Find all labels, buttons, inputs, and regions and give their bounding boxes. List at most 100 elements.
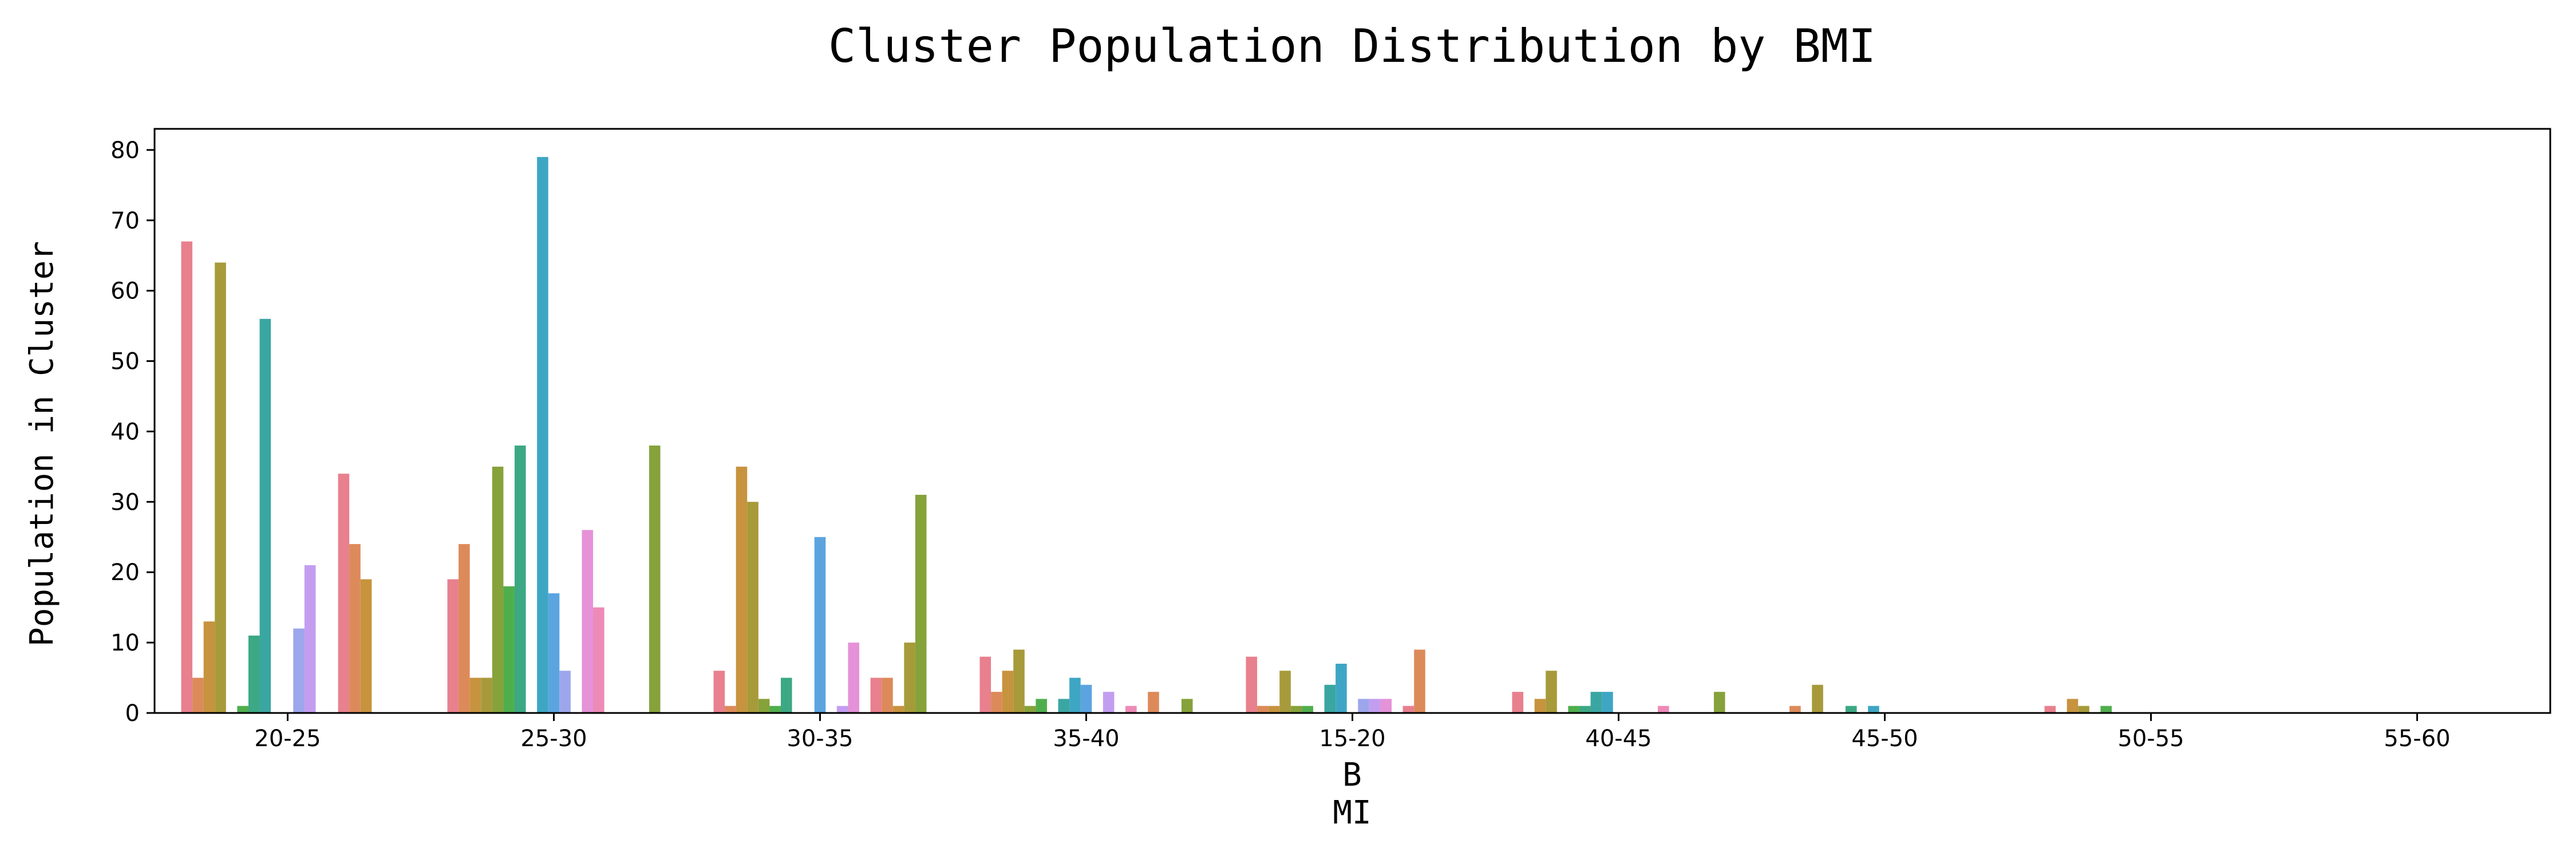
x-tick-label: 45-50 xyxy=(1851,726,1918,752)
bar xyxy=(1181,699,1193,713)
bar xyxy=(1058,699,1070,713)
bar xyxy=(1868,706,1879,713)
bar xyxy=(1568,706,1579,713)
bar xyxy=(1369,699,1381,713)
bar xyxy=(736,466,748,713)
y-tick-label: 40 xyxy=(110,419,140,445)
y-tick-label: 80 xyxy=(110,137,140,164)
bar xyxy=(293,628,305,713)
x-tick-label: 30-35 xyxy=(787,726,853,752)
bar xyxy=(1358,699,1369,713)
bar xyxy=(747,502,758,713)
bar xyxy=(1013,649,1025,713)
bar xyxy=(882,677,893,713)
bar xyxy=(1302,706,1313,713)
bar xyxy=(1579,706,1591,713)
y-tick-label: 10 xyxy=(110,630,140,656)
bar xyxy=(1512,692,1524,713)
bar xyxy=(503,586,515,713)
bar xyxy=(215,262,226,713)
bar xyxy=(1534,699,1546,713)
bar xyxy=(1125,706,1137,713)
bar xyxy=(1103,692,1115,713)
bar xyxy=(649,446,661,713)
bar xyxy=(904,643,915,713)
bars-group xyxy=(181,157,2112,713)
x-tick-label: 35-40 xyxy=(1053,726,1119,752)
bar xyxy=(769,706,781,713)
bar xyxy=(1246,656,1258,713)
x-axis: 20-25 25-30 30-35 35-40 15-20 40-45 45-50 50-55… xyxy=(254,713,2451,752)
bar xyxy=(892,706,904,713)
bar xyxy=(1257,706,1269,713)
bar xyxy=(1414,649,1425,713)
bar xyxy=(248,635,260,713)
x-axis-label-line-1: B xyxy=(1342,756,1362,794)
bar xyxy=(1380,699,1392,713)
bar xyxy=(1024,706,1036,713)
x-tick-label: 50-55 xyxy=(2117,726,2184,752)
bar xyxy=(1036,699,1047,713)
bar xyxy=(2067,699,2079,713)
bar xyxy=(259,318,271,713)
bar xyxy=(2078,706,2089,713)
bar xyxy=(1845,706,1857,713)
bar xyxy=(1658,706,1669,713)
y-tick-label: 50 xyxy=(110,349,140,375)
bar xyxy=(1590,692,1602,713)
bar xyxy=(481,677,492,713)
bar xyxy=(1324,684,1336,713)
bar xyxy=(1080,684,1092,713)
x-tick-label: 15-20 xyxy=(1319,726,1385,752)
bar xyxy=(758,699,770,713)
y-tick-label: 30 xyxy=(110,489,140,515)
bar xyxy=(537,157,548,713)
bar xyxy=(360,579,372,713)
y-axis-label: Population in Cluster xyxy=(23,241,61,647)
bar xyxy=(304,565,316,713)
bar xyxy=(1148,692,1159,713)
bar xyxy=(1336,663,1347,713)
bar xyxy=(338,474,350,713)
bar xyxy=(559,671,571,713)
bar xyxy=(1402,706,1415,713)
bar xyxy=(1602,692,1613,713)
bar xyxy=(713,671,725,713)
bar xyxy=(469,677,481,713)
y-tick-label: 70 xyxy=(110,208,140,234)
bar xyxy=(447,579,459,713)
y-axis: 0 10 20 30 40 50 60 70 80 xyxy=(110,137,155,727)
chart-title: Cluster Population Distribution by BMI xyxy=(828,19,1876,73)
bar xyxy=(1268,706,1280,713)
bar xyxy=(979,656,991,713)
x-tick-label: 25-30 xyxy=(520,726,587,752)
y-tick-label: 20 xyxy=(110,559,140,586)
bar xyxy=(582,530,594,713)
bar xyxy=(991,692,1002,713)
bar xyxy=(514,446,526,713)
bar xyxy=(1279,671,1291,713)
bar xyxy=(814,537,826,713)
plot-frame xyxy=(153,128,2551,714)
bar xyxy=(1812,684,1823,713)
x-tick-label: 55-60 xyxy=(2384,726,2450,752)
x-axis-label-line-2: MI xyxy=(1333,794,1371,832)
y-tick-label: 60 xyxy=(110,278,140,305)
y-tick-label: 0 xyxy=(125,700,140,727)
bar xyxy=(915,495,927,713)
bar xyxy=(1789,706,1801,713)
bar xyxy=(848,643,860,713)
bar xyxy=(2044,706,2056,713)
bar xyxy=(725,706,736,713)
bar xyxy=(181,241,193,713)
bar xyxy=(237,706,248,713)
bar xyxy=(203,621,215,713)
bar xyxy=(593,607,605,713)
bar xyxy=(1713,692,1725,713)
bar xyxy=(459,544,470,713)
bar xyxy=(1069,677,1081,713)
bar xyxy=(780,677,792,713)
x-tick-label: 20-25 xyxy=(254,726,321,752)
bar xyxy=(2100,706,2112,713)
